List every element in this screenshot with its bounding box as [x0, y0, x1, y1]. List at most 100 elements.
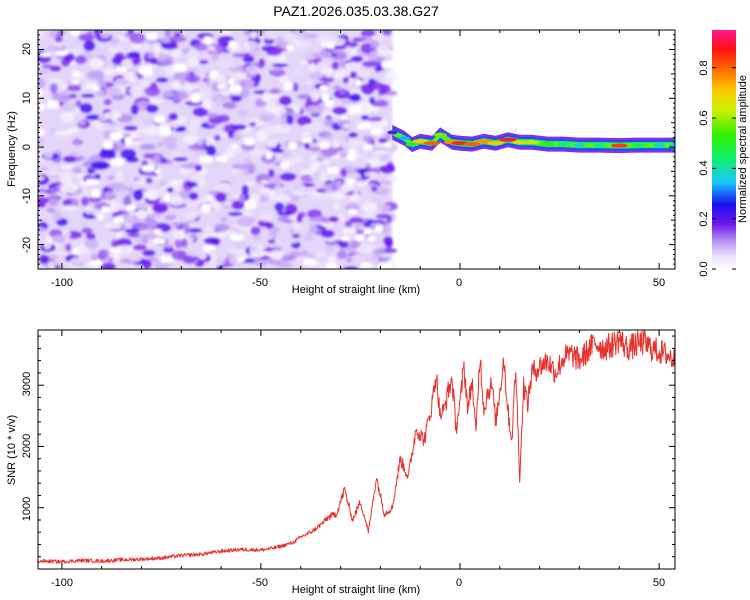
noise-blob [237, 216, 255, 227]
spectrogram-x-tick-label: -50 [252, 277, 268, 289]
snr-plot-area [38, 330, 675, 569]
noise-blob [346, 257, 353, 263]
noise-blob [38, 196, 50, 205]
noise-blob [371, 185, 378, 193]
noise-blob [133, 189, 144, 201]
noise-blob [330, 192, 346, 199]
noise-gap [355, 234, 365, 241]
noise-blob [207, 45, 216, 52]
noise-blob [368, 116, 383, 122]
colorbar-ticks [712, 67, 736, 270]
noise-blob [65, 243, 72, 252]
noise-gap [341, 236, 350, 242]
noise-blob [190, 232, 198, 239]
noise-blob [296, 214, 303, 223]
noise-blob [176, 126, 187, 132]
noise-blob [143, 119, 155, 124]
spectrogram-y-tick-label: -10 [21, 188, 33, 204]
noise-blob [362, 135, 373, 142]
noise-blob [100, 262, 116, 269]
noise-blob [47, 261, 56, 269]
noise-blob [259, 211, 273, 222]
noise-blob [81, 222, 91, 228]
noise-blob [278, 75, 289, 84]
noise-blob [38, 175, 45, 181]
noise-gap [202, 245, 216, 251]
signal-trace [387, 124, 675, 154]
noise-gap [164, 193, 171, 203]
noise-blob [339, 88, 347, 95]
noise-blob [156, 141, 164, 148]
noise-gap [326, 41, 335, 49]
noise-blob [299, 60, 309, 65]
noise-gap [103, 140, 113, 150]
noise-blob [386, 70, 397, 79]
noise-blob [373, 100, 389, 107]
noise-blob [229, 95, 243, 102]
noise-blob [370, 198, 383, 204]
noise-blob [185, 211, 200, 219]
noise-gap [153, 238, 166, 245]
noise-blob [97, 81, 108, 88]
noise-blob [165, 142, 177, 149]
noise-blob [331, 61, 339, 70]
noise-blob [130, 104, 139, 115]
noise-blob [74, 155, 86, 161]
noise-blob [116, 238, 132, 248]
noise-blob [342, 122, 352, 129]
noise-blob [308, 146, 322, 152]
spectrogram-y-tick-label: -20 [21, 237, 33, 253]
noise-blob [143, 170, 155, 177]
signal-peak [398, 136, 411, 141]
noise-blob [171, 250, 188, 261]
noise-gap [265, 152, 273, 160]
noise-blob [320, 229, 335, 239]
noise-blob [276, 195, 292, 203]
noise-gap [160, 255, 167, 264]
noise-blob [90, 161, 108, 170]
noise-blob [59, 177, 73, 184]
noise-gap [378, 262, 392, 269]
noise-blob [362, 214, 377, 220]
noise-gap [191, 93, 201, 103]
signal-peak [512, 140, 528, 145]
signal-peak [669, 143, 675, 148]
signal-peak [405, 142, 419, 147]
noise-blob [376, 239, 385, 244]
noise-blob [123, 125, 138, 132]
noise-gap [153, 229, 161, 234]
noise-blob [342, 30, 357, 36]
noise-gap [154, 169, 161, 174]
noise-blob [49, 78, 64, 84]
noise-blob [317, 61, 327, 70]
noise-blob [272, 63, 289, 68]
colorbar: 0.0 0.2 0.4 0.6 0.8 Normalized spectral … [698, 30, 749, 277]
noise-blob [85, 114, 102, 121]
noise-gap [374, 225, 384, 232]
noise-gap [97, 213, 104, 221]
noise-gap [90, 189, 101, 198]
noise-blob [363, 155, 381, 160]
noise-blob [97, 88, 105, 98]
signal-peak [632, 143, 646, 148]
noise-blob [363, 221, 372, 228]
noise-gap [109, 247, 122, 253]
noise-gap [228, 40, 237, 49]
noise-blob [304, 234, 314, 242]
noise-blob [311, 93, 320, 102]
noise-blob [255, 73, 262, 83]
noise-blob [111, 201, 120, 213]
noise-blob [349, 240, 361, 249]
colorbar-label: Normalized spectral amplitude [737, 75, 749, 223]
colorbar-tick-label: 0.4 [698, 160, 710, 175]
noise-blob [378, 45, 392, 56]
spectrogram-y-tick-label: 20 [21, 43, 33, 55]
chart-title: PAZ1.2026.035.03.38.G27 [273, 3, 439, 19]
noise-blob [123, 196, 132, 207]
noise-blob [88, 196, 101, 203]
noise-blob [40, 96, 47, 104]
noise-blob [257, 220, 270, 228]
noise-blob [227, 211, 243, 217]
noise-blob [46, 207, 56, 213]
noise-blob [364, 35, 373, 42]
